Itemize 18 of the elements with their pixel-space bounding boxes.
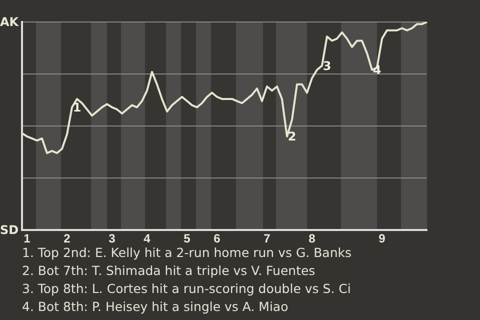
x-tick-label: 8 (308, 232, 316, 246)
annotation: 3 (322, 58, 332, 73)
x-tick-label: 2 (64, 232, 71, 246)
text: 4. Bot 8th: P. Heisey hit a single vs A. Miao (22, 298, 290, 316)
text: 1. Top 2nd: E. Kelly hit a 2-run home run vs G. Banks (22, 244, 352, 262)
text: 2. Bot 7th: T. Shimada hit a triple vs V. Fuentes (22, 262, 316, 280)
x-tick-label: 9 (378, 232, 386, 246)
text: AK (0, 15, 20, 29)
text: SD (0, 223, 20, 237)
x-tick-label: 5 (184, 232, 191, 246)
x-tick-label: 3 (108, 232, 116, 246)
annotation: 2 (288, 130, 296, 144)
text: 3. Top 8th: L. Cortes hit a run-scoring double vs S. Ci (22, 280, 352, 298)
x-tick-label: 6 (214, 232, 221, 246)
annotation: 1 (72, 100, 82, 114)
x-tick-label: 4 (144, 232, 151, 246)
x-tick-label: 7 (264, 232, 271, 246)
x-tick-label: 1 (24, 232, 31, 246)
